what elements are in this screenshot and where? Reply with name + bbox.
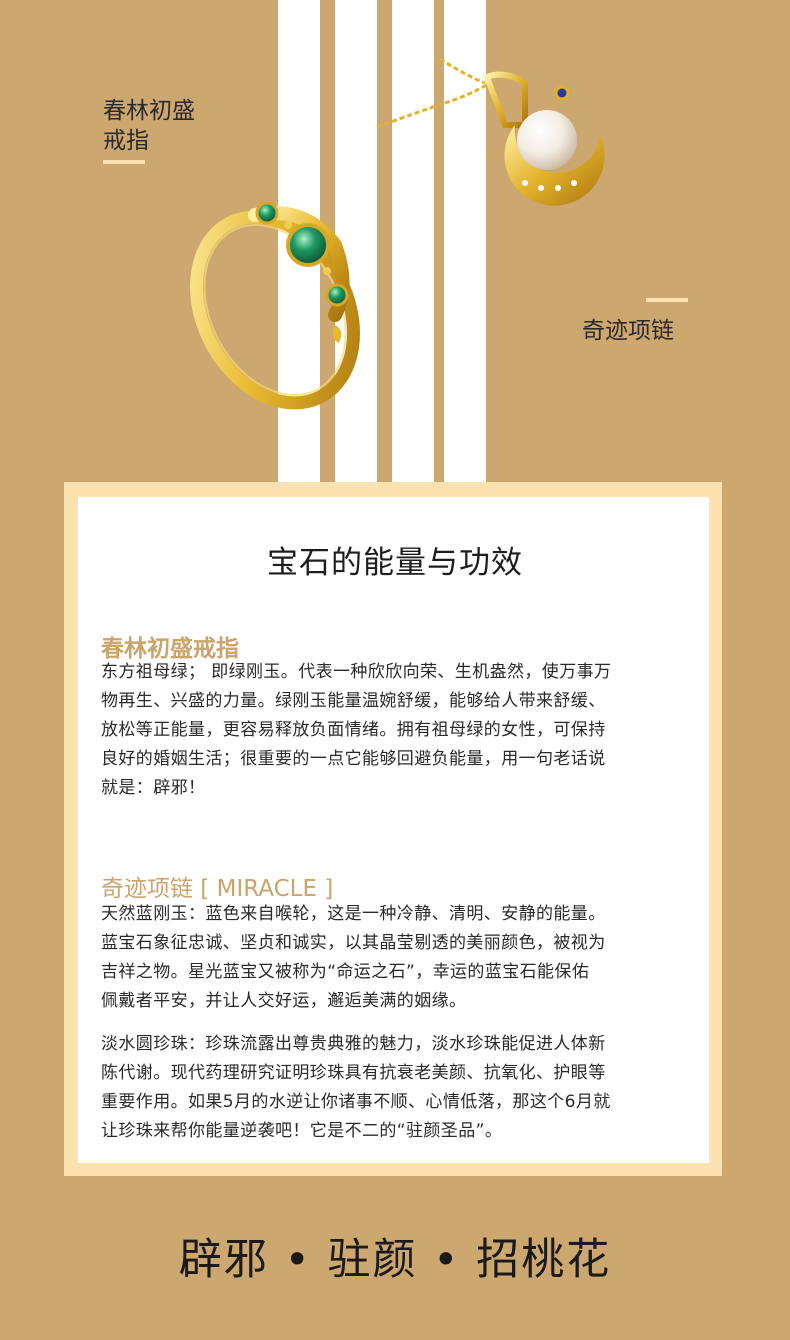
pearl-necklace-image <box>376 57 605 206</box>
ring-side-stone-top <box>255 201 279 225</box>
card-title: 宝石的能量与功效 <box>267 545 523 581</box>
necklace-crystal-2 <box>538 185 544 191</box>
text-line: 就是：辟邪！ <box>101 778 206 798</box>
necklace-bail <box>483 71 528 128</box>
necklace-section-title: 奇迹项链 [ MIRACLE ] <box>101 876 334 902</box>
ring-section-title: 春林初盛戒指 <box>101 636 239 662</box>
necklace-chain-right <box>439 57 486 85</box>
text-line: 蓝宝石象征忠诚、坚贞和诚实，以其晶莹剔透的美丽颜色，被视为 <box>101 933 606 953</box>
necklace-pearl <box>517 110 577 170</box>
text-line: 重要作用。如果5月的水逆让你诸事不顺、心情低落，那这个6月就 <box>101 1092 611 1112</box>
text-line: 良好的婚姻生活；很重要的一点它能够回避负能量，用一句老话说 <box>101 749 606 769</box>
info-card <box>78 497 709 1163</box>
text-line: 佩戴者平安，并让人交好运，邂逅美满的姻缘。 <box>101 991 467 1011</box>
ring-side-stone-bottom <box>325 283 349 307</box>
necklace-chain-left <box>376 81 491 129</box>
necklace-crescent <box>504 125 605 206</box>
ring-label-line1: 春林初盛 <box>103 98 195 124</box>
emerald-ring-image <box>190 201 360 410</box>
text-line: 放松等正能量，更容易释放负面情绪。拥有祖母绿的女性，可保持 <box>101 720 606 740</box>
necklace-crystal-1 <box>522 180 528 186</box>
text-line: 淡水圆珍珠：珍珠流露出尊贵典雅的魅力，淡水珍珠能促进人体新 <box>101 1034 606 1054</box>
text-line: 吉祥之物。星光蓝宝又被称为“命运之石”，幸运的蓝宝石能保佑 <box>101 962 590 982</box>
ring-band-outer <box>190 210 360 410</box>
ring-bead-1 <box>284 221 292 229</box>
ring-label-line2: 戒指 <box>103 128 149 154</box>
sapphire-text: 天然蓝刚玉：蓝色来自喉轮，这是一种冷静、清明、安静的能量。 蓝宝石象征忠诚、坚贞… <box>101 900 701 1016</box>
ring-band-inner <box>203 224 347 396</box>
ring-center-stone <box>286 223 330 267</box>
necklace-label-overline <box>646 298 688 302</box>
ring-label-underline <box>103 160 145 164</box>
stripe-2 <box>335 0 377 482</box>
ring-bead-2 <box>323 267 331 275</box>
ring-leaf <box>332 325 342 343</box>
slogan: 辟邪 • 驻颜 • 招桃花 <box>178 1235 612 1285</box>
text-line: 东方祖母绿； 即绿刚玉。代表一种欣欣向荣、生机盎然，使万事万 <box>101 662 612 682</box>
necklace-sapphire <box>554 85 570 101</box>
text-line: 让珍珠来帮你能量逆袭吧！它是不二的“驻颜圣品”。 <box>101 1121 503 1141</box>
necklace-crystal-3 <box>555 185 561 191</box>
necklace-label: 奇迹项链 <box>582 318 674 344</box>
stripe-3 <box>392 0 434 482</box>
necklace-crystal-4 <box>571 180 577 186</box>
ring-section-text: 东方祖母绿； 即绿刚玉。代表一种欣欣向荣、生机盎然，使万事万 物再生、兴盛的力量… <box>101 658 701 803</box>
text-line: 陈代谢。现代药理研究证明珍珠具有抗衰老美颜、抗氧化、护眼等 <box>101 1063 606 1083</box>
text-line: 天然蓝刚玉：蓝色来自喉轮，这是一种冷静、清明、安静的能量。 <box>101 904 606 924</box>
pearl-text: 淡水圆珍珠：珍珠流露出尊贵典雅的魅力，淡水珍珠能促进人体新 陈代谢。现代药理研究… <box>101 1030 701 1146</box>
ring-label: 春林初盛 戒指 <box>103 96 195 156</box>
text-line: 物再生、兴盛的力量。绿刚玉能量温婉舒缓，能够给人带来舒缓、 <box>101 691 606 711</box>
